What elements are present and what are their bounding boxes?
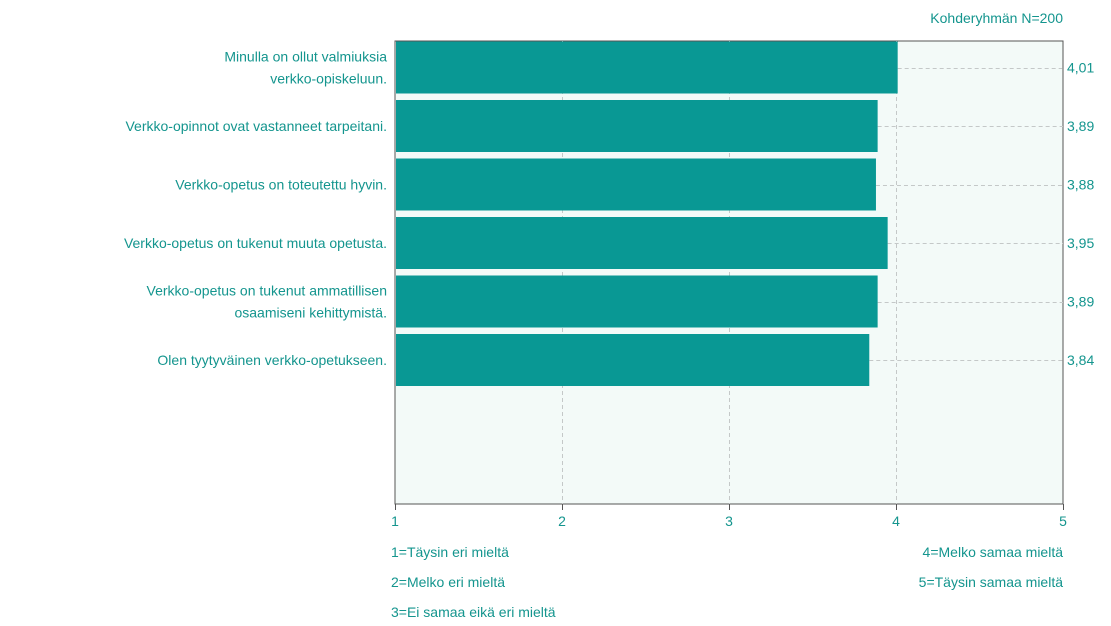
- bar: [396, 41, 898, 94]
- legend-item-1: 1=Täysin eri mieltä: [391, 544, 509, 560]
- value-label: 4,01: [1067, 60, 1094, 76]
- bar: [396, 217, 888, 269]
- x-tick-label: 3: [725, 513, 733, 529]
- legend-item-4: 4=Melko samaa mieltä: [922, 544, 1063, 560]
- bar: [396, 158, 876, 211]
- value-label: 3,84: [1067, 352, 1094, 368]
- legend-item-3: 3=Ei samaa eikä eri mieltä: [391, 604, 556, 620]
- value-label: 3,89: [1067, 118, 1094, 134]
- bar: [396, 334, 870, 386]
- x-tick-label: 5: [1059, 513, 1067, 529]
- category-label: Minulla on ollut valmiuksia verkko-opiske…: [224, 49, 387, 87]
- category-label: Verkko-opetus on toteutettu hyvin.: [175, 177, 387, 193]
- value-label: 3,88: [1067, 177, 1094, 193]
- legend-item-2: 2=Melko eri mieltä: [391, 574, 505, 590]
- category-label: Verkko-opetus on tukenut muuta opetusta.: [124, 235, 387, 251]
- sample-size-caption: Kohderyhmän N=200: [930, 10, 1063, 26]
- x-tick-label: 2: [558, 513, 566, 529]
- legend-item-5: 5=Täysin samaa mieltä: [918, 574, 1063, 590]
- bar: [396, 100, 878, 152]
- bar: [396, 275, 878, 328]
- category-label: Olen tyytyväinen verkko-opetukseen.: [157, 352, 387, 368]
- category-label: Verkko-opinnot ovat vastanneet tarpeitan…: [125, 118, 387, 134]
- value-label: 3,95: [1067, 235, 1094, 251]
- value-label: 3,89: [1067, 294, 1094, 310]
- x-tick-label: 4: [892, 513, 900, 529]
- x-tick-label: 1: [391, 513, 399, 529]
- category-label: Verkko-opetus on tukenut ammatillisen osa…: [147, 283, 387, 321]
